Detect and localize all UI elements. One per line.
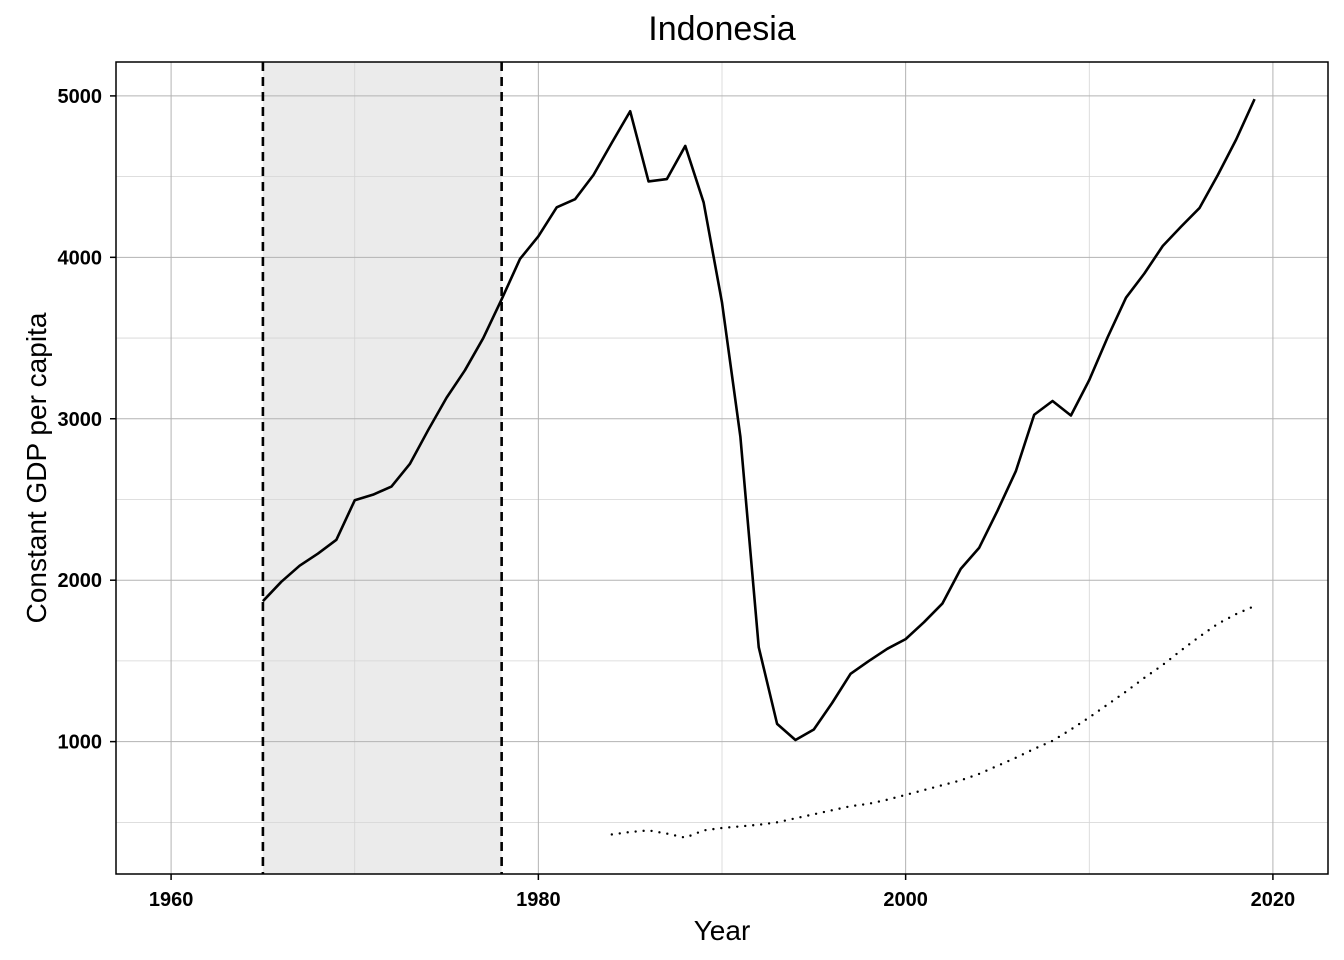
grid-layer: [116, 62, 1328, 874]
y-tick-label: 2000: [58, 570, 103, 592]
y-tick-label: 3000: [58, 409, 103, 431]
x-axis-label: Year: [694, 915, 751, 946]
period-boundary-layer: [261, 62, 503, 874]
plot-border: [115, 61, 1329, 875]
y-tick-label: 1000: [58, 732, 103, 754]
shaded-period: [262, 62, 502, 874]
x-tick-label: 1980: [516, 889, 561, 911]
x-tick-label: 1960: [149, 889, 194, 911]
series-line-dotted: [610, 604, 1256, 839]
y-axis-label: Constant GDP per capita: [21, 312, 52, 623]
series-layer: [261, 98, 1256, 839]
x-tick-label: 2000: [883, 889, 928, 911]
chart-title: Indonesia: [648, 10, 796, 48]
tick-layer: 1960 1980 2000 2020 1000 2000 3000 4000 5000: [58, 86, 1296, 911]
shaded-period-layer: [262, 62, 502, 874]
y-tick-label: 5000: [58, 86, 103, 108]
series-line-solid: [261, 98, 1256, 742]
y-tick-label: 4000: [58, 247, 103, 269]
x-tick-label: 2020: [1251, 889, 1296, 911]
